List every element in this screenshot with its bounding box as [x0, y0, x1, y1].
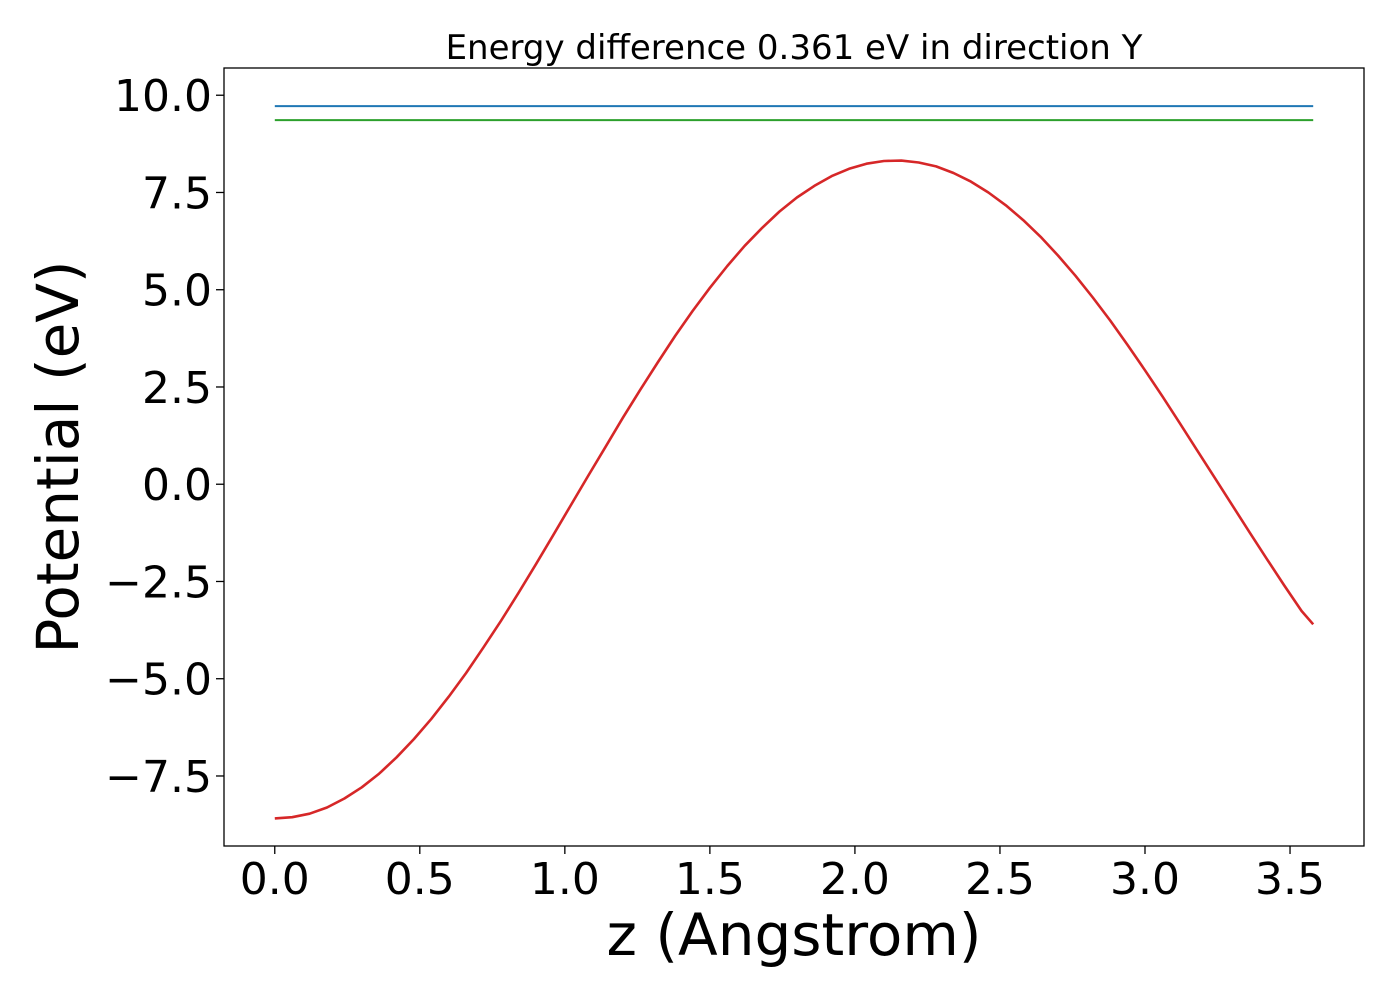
x-tick-label: 1.0 — [530, 854, 600, 905]
x-tick-label: 2.0 — [820, 854, 890, 905]
x-tick-label: 3.5 — [1255, 854, 1325, 905]
series-layer — [274, 105, 1315, 820]
chart-title: Energy difference 0.361 eV in direction … — [446, 28, 1143, 68]
x-tick-label: 1.5 — [675, 854, 745, 905]
series-line-1 — [274, 159, 1315, 820]
y-tick-label: −2.5 — [105, 557, 212, 608]
y-axis-title: Potential (eV) — [24, 260, 92, 653]
y-tick-label: 7.5 — [142, 168, 212, 219]
y-tick-label: 5.0 — [142, 266, 212, 317]
x-tick-label: 2.5 — [965, 854, 1035, 905]
y-axis: −7.5 −5.0 −2.5 0.0 2.5 5.0 7.5 10.0 — [105, 71, 224, 803]
y-tick-label: −5.0 — [105, 655, 212, 706]
x-axis-title: z (Angstrom) — [607, 901, 982, 969]
y-tick-label: 2.5 — [142, 363, 212, 414]
x-axis: 0.0 0.5 1.0 1.5 2.0 2.5 3.0 3.5 — [240, 846, 1325, 905]
y-tick-label: 10.0 — [114, 71, 212, 122]
y-tick-label: −7.5 — [105, 752, 212, 803]
plot-frame — [223, 67, 1365, 847]
x-tick-label: 3.0 — [1110, 854, 1180, 905]
y-tick-label: 0.0 — [142, 460, 212, 511]
x-tick-label: 0.0 — [240, 854, 310, 905]
x-tick-label: 0.5 — [385, 854, 455, 905]
